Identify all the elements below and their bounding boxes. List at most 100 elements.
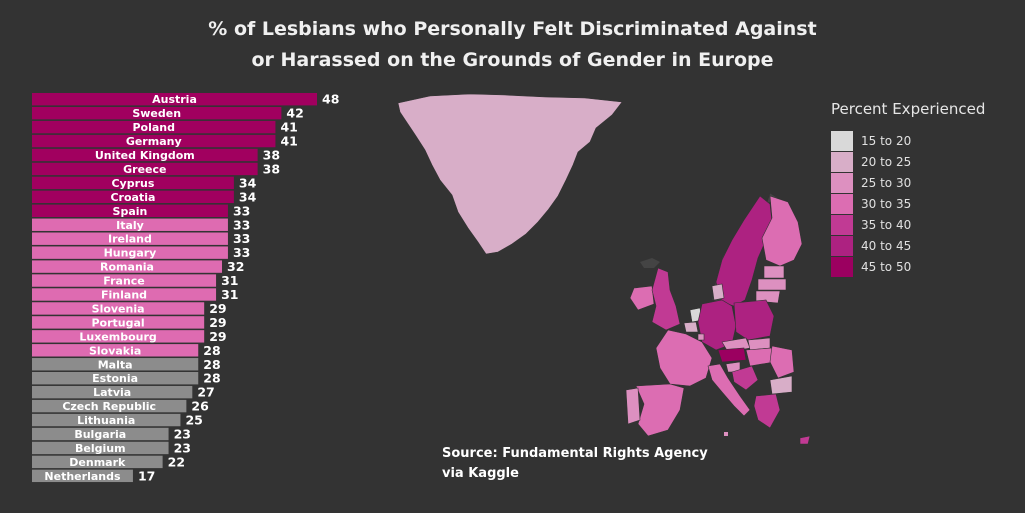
value-label: 28 [203, 371, 220, 386]
value-label: 33 [233, 245, 250, 260]
legend-item: 30 to 35 [831, 193, 985, 214]
category-label: Lithuania [77, 414, 135, 427]
legend-label: 20 to 25 [861, 154, 912, 169]
category-label: Poland [132, 121, 175, 134]
category-label: Spain [113, 205, 148, 218]
map-region-portugal [625, 387, 641, 425]
category-label: Czech Republic [62, 400, 156, 413]
category-label: Latvia [93, 386, 131, 399]
legend-label: 30 to 35 [861, 196, 912, 211]
bar-bulgaria [32, 427, 169, 441]
map-region-bulgaria [769, 375, 793, 395]
map-region-latvia [757, 278, 787, 291]
bar-denmark [32, 455, 163, 469]
legend-item: 20 to 25 [831, 151, 985, 172]
map-region-belgium [683, 321, 699, 333]
map-region-united-kingdom [651, 267, 681, 331]
legend-swatch [831, 235, 853, 256]
bar-sweden [32, 106, 282, 120]
category-label: Belgium [75, 442, 126, 455]
map-region-iceland [640, 258, 660, 268]
value-label: 23 [174, 440, 191, 455]
chart-title: % of Lesbians who Personally Felt Discri… [0, 14, 1025, 76]
bar-luxembourg [32, 330, 205, 343]
chart-title-line-2: or Harassed on the Grounds of Gender in … [251, 49, 774, 71]
category-label: Croatia [110, 191, 155, 204]
bar-slovenia [32, 302, 205, 315]
legend-swatch [831, 256, 853, 277]
bar-united-kingdom [32, 148, 258, 162]
bar-malta [32, 358, 199, 371]
legend-swatch [831, 151, 853, 172]
value-label: 23 [174, 427, 191, 442]
category-label: Romania [100, 261, 154, 274]
bar-latvia [32, 385, 193, 399]
source-line-1: Source: Fundamental Rights Agency [442, 446, 708, 461]
map-region-estonia [763, 265, 785, 279]
value-label: 32 [227, 259, 244, 274]
bar-czech-republic [32, 399, 187, 413]
category-label: Germany [126, 135, 182, 148]
category-label: Estonia [92, 372, 138, 385]
category-label: Luxembourg [79, 330, 156, 343]
value-label: 29 [209, 315, 226, 330]
chart-title-line-1: % of Lesbians who Personally Felt Discri… [208, 18, 817, 40]
map-region-ireland [629, 285, 655, 311]
legend-label: 45 to 50 [861, 259, 912, 274]
value-label: 31 [221, 287, 238, 302]
legend-item: 45 to 50 [831, 256, 985, 277]
map-region-france [655, 329, 713, 387]
category-label: Slovakia [89, 344, 141, 357]
value-label: 42 [286, 106, 303, 121]
map-region-croatia [731, 365, 759, 391]
value-label: 17 [138, 468, 155, 483]
legend-label: 25 to 30 [861, 175, 912, 190]
map-region-romania [769, 345, 795, 379]
bar-greece [32, 162, 258, 176]
bar-france [32, 274, 217, 287]
legend-item: 25 to 30 [831, 172, 985, 193]
legend-items: 15 to 20 20 to 25 25 to 30 30 to 35 35 to 40… [831, 130, 985, 277]
bar-estonia [32, 372, 199, 385]
map-region-hungary [745, 347, 775, 367]
category-label: United Kingdom [95, 149, 195, 162]
bar-chart: Austria 48 Sweden 42 Poland 41 Germany 41 United… [32, 92, 339, 483]
bar-croatia [32, 190, 234, 204]
map-region-denmark [711, 283, 725, 301]
value-label: 41 [280, 134, 297, 149]
value-label: 48 [322, 92, 339, 107]
value-label: 28 [203, 357, 220, 372]
bar-austria [32, 93, 317, 106]
legend-label: 35 to 40 [861, 217, 912, 232]
category-label: France [103, 275, 144, 288]
legend-title: Percent Experienced [831, 100, 986, 118]
category-label: Portugal [91, 316, 144, 329]
map-region-spain [635, 383, 685, 437]
legend: Percent Experienced 15 to 20 20 to 25 25 t… [831, 100, 985, 277]
value-label: 26 [191, 399, 209, 414]
value-label: 22 [168, 454, 185, 469]
legend-item: 40 to 45 [831, 235, 985, 256]
value-label: 33 [233, 217, 250, 232]
source-line-2: via Kaggle [442, 466, 519, 481]
bar-slovakia [32, 344, 199, 357]
category-label: Finland [101, 289, 147, 302]
legend-swatch [831, 130, 853, 151]
value-label: 28 [203, 343, 220, 358]
bar-romania [32, 260, 222, 273]
legend-label: 40 to 45 [861, 238, 912, 253]
legend-label: 15 to 20 [861, 133, 912, 148]
category-label: Italy [116, 219, 144, 232]
value-label: 38 [263, 148, 280, 163]
category-label: Austria [152, 93, 197, 106]
bar-ireland [32, 232, 228, 245]
map-region-luxembourg [697, 333, 705, 341]
bar-spain [32, 204, 228, 217]
bar-netherlands [32, 469, 133, 483]
map-region-finland [761, 195, 803, 267]
value-label: 38 [263, 161, 280, 176]
category-label: Netherlands [44, 470, 121, 483]
value-label: 34 [239, 175, 257, 190]
value-label: 29 [209, 301, 226, 316]
